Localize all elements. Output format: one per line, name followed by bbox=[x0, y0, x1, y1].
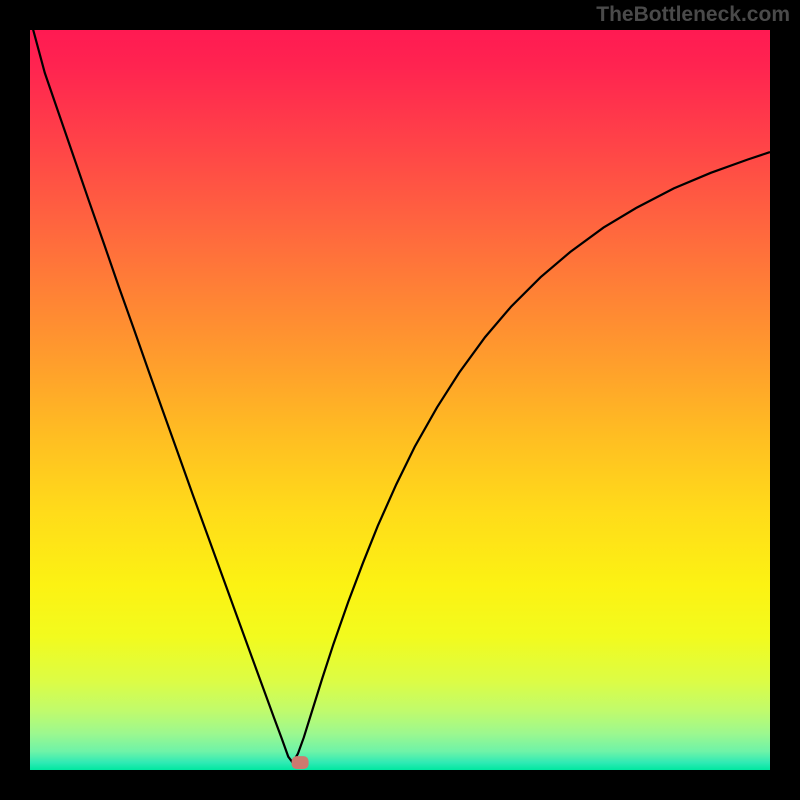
plot-area bbox=[30, 30, 770, 770]
watermark-text: TheBottleneck.com bbox=[596, 3, 790, 27]
chart-container: TheBottleneck.com bbox=[0, 0, 800, 800]
gradient-background bbox=[30, 30, 770, 770]
cusp-marker bbox=[292, 756, 309, 769]
chart-svg bbox=[30, 30, 770, 770]
